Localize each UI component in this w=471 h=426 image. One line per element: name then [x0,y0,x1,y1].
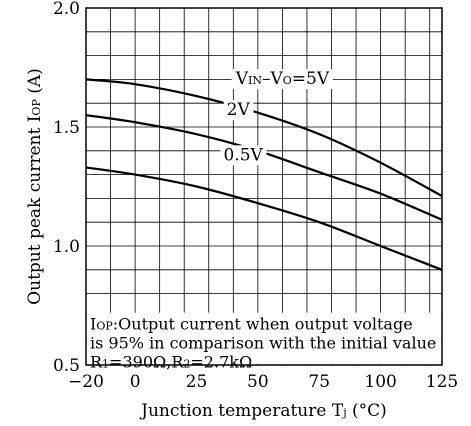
annotation-line-2: is 95% in comparison with the initial va… [90,334,436,353]
series-line-0 [85,78,443,197]
y-tick-label: 1.5 [53,118,80,138]
x-tick-label: 125 [426,372,458,392]
series-label-2: 0.5V [223,145,263,165]
x-tick-label: 25 [186,372,208,392]
y-axis-title: Output peak current IOP (A) [25,68,45,305]
x-tick-label: 50 [247,372,269,392]
series-label-1: 2V [227,100,251,120]
annotation-line-1: IOP:Output current when output voltage [90,315,413,334]
annotation-background [87,312,441,364]
y-tick-label: 1.0 [53,237,80,257]
series-label-background [231,69,333,90]
y-tick-labels: 0.5 1.0 1.5 2.0 [53,0,80,376]
plot-frame [85,7,443,366]
grid [86,8,442,365]
series-line-2 [85,166,443,271]
x-tick-label: 100 [364,372,396,392]
x-tick-labels: −20 0 25 50 75 100 125 [68,372,458,392]
y-tick-label: 2.0 [53,0,80,19]
x-tick-label: −20 [68,372,104,392]
series-labels: VIN–VO=5V 2V 0.5V [220,69,333,166]
x-tick-label: 75 [308,372,330,392]
series-label-background [220,145,267,166]
series-label-0: VIN–VO=5V [235,69,330,89]
y-tick-label: 0.5 [53,356,80,376]
x-axis-title: Junction temperature Tj (°C) [139,401,387,421]
annotation-box: IOP:Output current when output voltage i… [87,312,441,372]
annotation-line-3: R1=390Ω,R2=2.7kΩ [90,353,252,372]
x-tick-label: 0 [130,372,141,392]
series-label-background [223,100,254,121]
